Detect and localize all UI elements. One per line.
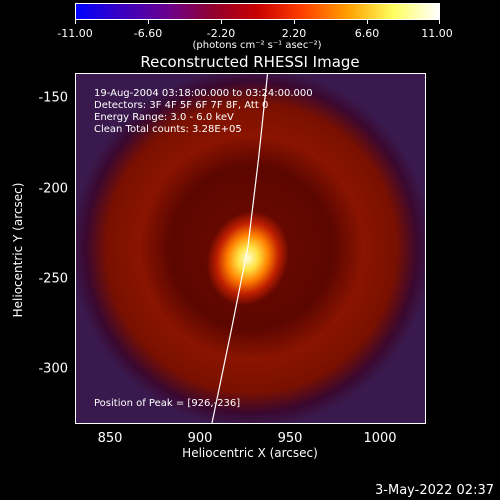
solar-limb-line bbox=[211, 74, 269, 423]
colorbar-label: -11.00 bbox=[57, 27, 93, 40]
y-tick-label: -150 bbox=[38, 90, 68, 106]
annotation-clean: Clean Total counts: 3.28E+05 bbox=[94, 124, 242, 135]
x-axis-label: Heliocentric X (arcsec) bbox=[182, 446, 318, 460]
colorbar-label: 6.60 bbox=[354, 27, 380, 40]
colorbar-tick bbox=[221, 19, 222, 24]
colorbar-tick bbox=[439, 19, 440, 24]
x-tick-label: 850 bbox=[97, 431, 123, 446]
colorbar-label: 11.00 bbox=[421, 27, 453, 40]
emission-peak bbox=[206, 211, 289, 306]
annotation-detectors: Detectors: 3F 4F 5F 6F 7F 8F, Att 0 bbox=[94, 100, 269, 111]
colorbar-label: -6.60 bbox=[133, 27, 163, 40]
colorbar bbox=[75, 3, 440, 20]
y-tick-label: -250 bbox=[38, 271, 68, 287]
heatmap-svg bbox=[76, 74, 425, 423]
colorbar-label: -2.20 bbox=[206, 27, 236, 40]
colorbar-label: 2.20 bbox=[281, 27, 307, 40]
colorbar-tick bbox=[294, 19, 295, 24]
annotation-time: 19-Aug-2004 03:18:00.000 to 03:24:00.000 bbox=[94, 88, 313, 99]
x-tick-label: 950 bbox=[277, 431, 303, 446]
y-tick-label: -200 bbox=[38, 181, 68, 197]
x-tick-label: 1000 bbox=[363, 431, 397, 446]
chart-title: Reconstructed RHESSI Image bbox=[140, 53, 360, 71]
y-axis-label: Heliocentric Y (arcsec) bbox=[11, 182, 25, 318]
annotation-energy: Energy Range: 3.0 - 6.0 keV bbox=[94, 112, 234, 123]
colorbar-tick bbox=[367, 19, 368, 24]
colorbar-tick bbox=[148, 19, 149, 24]
timestamp: 3-May-2022 02:37 bbox=[375, 483, 494, 498]
colorbar-units: (photons cm⁻² s⁻¹ asec⁻²) bbox=[192, 40, 322, 51]
colorbar-tick bbox=[75, 19, 76, 24]
plot-area bbox=[75, 73, 426, 424]
y-tick-label: -300 bbox=[38, 361, 68, 377]
peak-position-label: Position of Peak = [926,-236] bbox=[94, 398, 241, 409]
x-tick-label: 900 bbox=[187, 431, 213, 446]
